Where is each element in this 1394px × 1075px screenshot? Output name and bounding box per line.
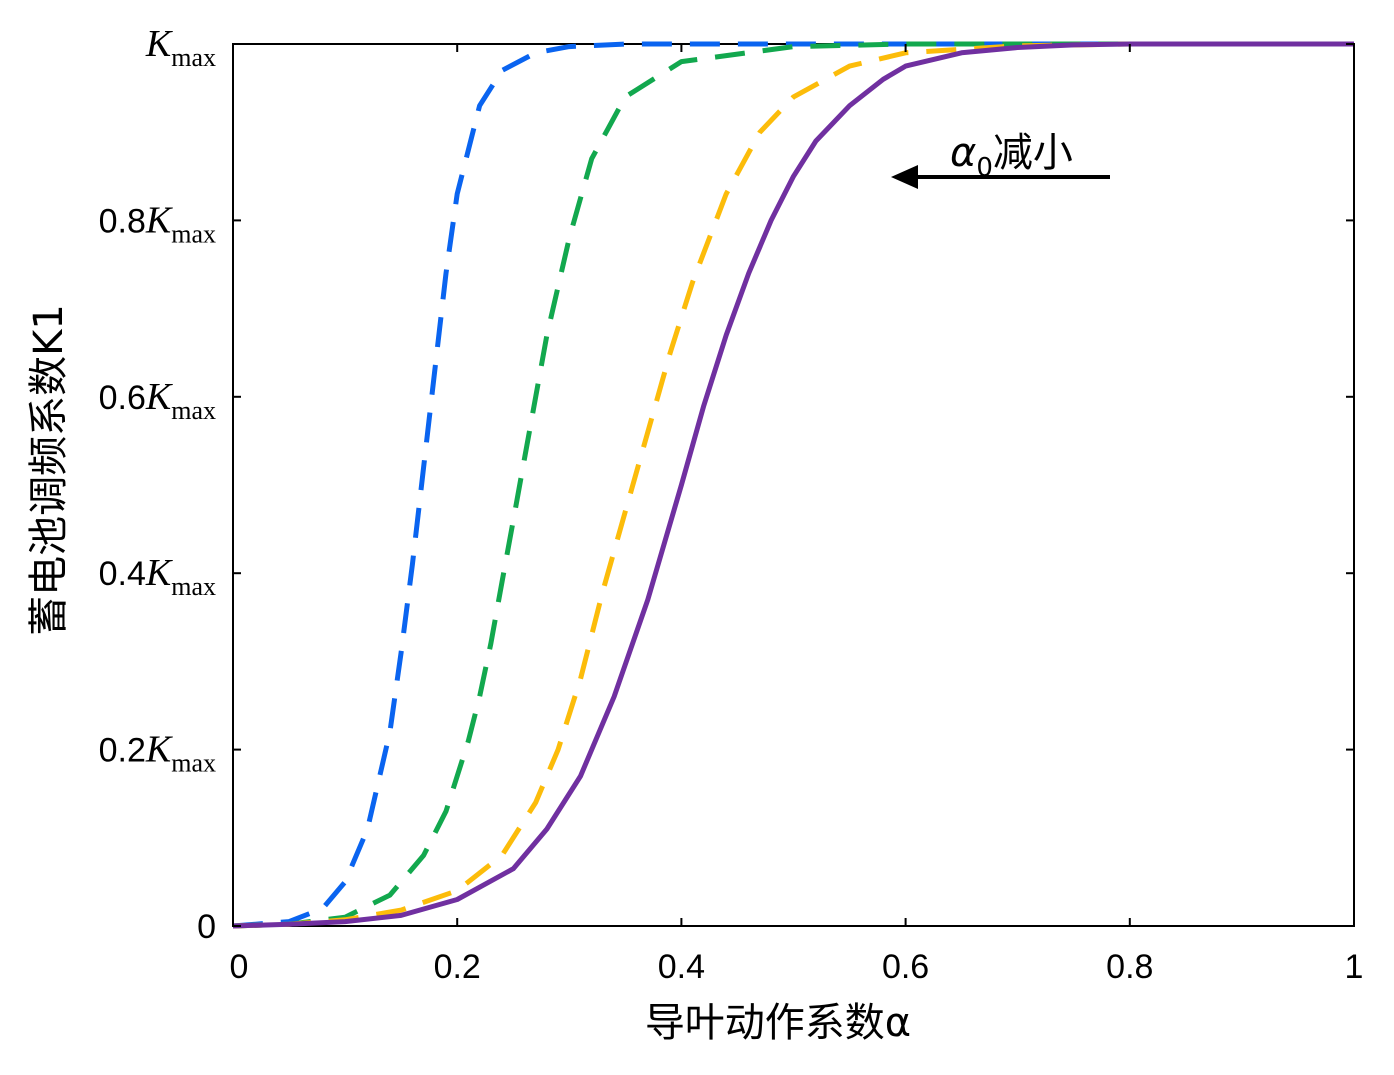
annotation-symbol: α <box>950 130 976 176</box>
annotation: α0减小 <box>891 130 1110 189</box>
y-tick-prefix: 0 <box>197 908 216 946</box>
y-tick-k: K <box>145 199 173 241</box>
x-tick-label: 0.2 <box>434 948 481 986</box>
y-tick-subscript: max <box>171 43 216 72</box>
y-tick-k: K <box>145 552 173 594</box>
x-tick-label: 1 <box>1345 948 1364 986</box>
ticks-layer: 0 0.2 0.4 0.6 0.8 100.2Kmax0.4Kmax0.6Kmax0.8K… <box>99 23 1364 986</box>
y-tick-label: 0.6Kmax <box>99 376 216 425</box>
y-tick-prefix: 0.6 <box>99 379 146 417</box>
series-line-4 <box>232 41 1354 929</box>
y-tick-label: 0.4Kmax <box>99 552 216 601</box>
y-tick-label: 0.2Kmax <box>99 729 216 778</box>
y-tick-subscript: max <box>171 572 216 601</box>
x-tick-label: 0.6 <box>882 948 929 986</box>
y-tick-k: K <box>145 376 173 418</box>
y-tick-k: K <box>145 23 173 65</box>
y-tick-label: Kmax <box>145 23 216 72</box>
series-line-1 <box>232 41 1354 929</box>
y-axis-label: 蓄电池调频系数K1 <box>26 304 72 636</box>
series-line-3 <box>232 41 1354 929</box>
y-tick-prefix: 0.2 <box>99 732 146 770</box>
x-tick-label: 0.8 <box>1106 948 1153 986</box>
y-tick-k: K <box>145 729 173 771</box>
y-tick-label: 0 <box>197 908 216 946</box>
annotation-text: 减小 <box>993 130 1073 176</box>
x-tick-label: 0 <box>230 948 249 986</box>
y-tick-subscript: max <box>171 219 216 248</box>
annotation-arrow-head <box>891 165 918 189</box>
y-tick-prefix: 0.8 <box>99 202 146 240</box>
y-tick-subscript: max <box>171 396 216 425</box>
annotation-label: α0减小 <box>950 130 1073 183</box>
x-axis-label: 导叶动作系数α <box>645 1000 911 1046</box>
y-tick-subscript: max <box>171 749 216 778</box>
x-tick-label: 0.4 <box>658 948 705 986</box>
y-tick-label: 0.8Kmax <box>99 199 216 248</box>
y-tick-prefix: 0.4 <box>99 555 146 593</box>
series-layer <box>232 41 1354 929</box>
